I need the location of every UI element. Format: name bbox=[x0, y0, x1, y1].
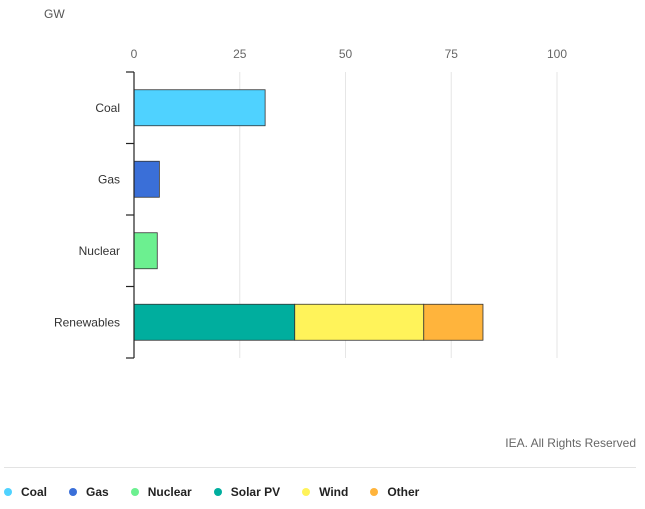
bars bbox=[133, 89, 484, 341]
bar-gas-gas[interactable] bbox=[133, 160, 160, 198]
legend-swatch-wind bbox=[302, 488, 311, 496]
bar-nuclear-nuclear[interactable] bbox=[133, 232, 158, 270]
legend-label-gas: Gas bbox=[86, 485, 109, 499]
legend-item-coal[interactable]: Coal bbox=[4, 485, 47, 499]
legend-swatch-other bbox=[370, 488, 379, 496]
x-tick-label-75: 75 bbox=[445, 47, 459, 61]
bar-renewables-solar-pv[interactable] bbox=[133, 303, 296, 341]
legend-item-wind[interactable]: Wind bbox=[302, 485, 348, 499]
legend: Coal Gas Nuclear Solar PV Wind Other bbox=[4, 485, 441, 499]
legend-swatch-nuclear bbox=[130, 488, 139, 496]
category-label-renewables: Renewables bbox=[54, 315, 120, 329]
legend-item-other[interactable]: Other bbox=[370, 485, 419, 499]
legend-label-solar-pv: Solar PV bbox=[230, 485, 281, 499]
unit-label: GW bbox=[44, 7, 65, 21]
category-axis: Coal Gas Nuclear Renewables bbox=[54, 71, 135, 359]
credit-text: IEA. All Rights Reserved bbox=[505, 436, 636, 450]
x-tick-label-50: 50 bbox=[339, 47, 353, 61]
category-label-nuclear: Nuclear bbox=[79, 244, 120, 258]
bar-renewables-other[interactable] bbox=[423, 303, 484, 341]
legend-swatch-gas bbox=[69, 488, 78, 496]
x-tick-label-100: 100 bbox=[547, 47, 567, 61]
legend-item-solar-pv[interactable]: Solar PV bbox=[213, 485, 281, 499]
legend-item-gas[interactable]: Gas bbox=[69, 485, 109, 499]
bar-coal-coal[interactable] bbox=[133, 89, 266, 127]
category-label-gas: Gas bbox=[98, 172, 120, 186]
bar-renewables-wind[interactable] bbox=[294, 303, 425, 341]
legend-label-other: Other bbox=[387, 485, 420, 499]
x-tick-labels: 0 25 50 75 100 bbox=[131, 47, 568, 61]
legend-item-nuclear[interactable]: Nuclear bbox=[130, 485, 192, 499]
legend-label-nuclear: Nuclear bbox=[147, 485, 192, 499]
legend-label-coal: Coal bbox=[21, 485, 48, 499]
x-tick-label-25: 25 bbox=[233, 47, 247, 61]
category-label-coal: Coal bbox=[95, 101, 120, 115]
legend-label-wind: Wind bbox=[319, 485, 349, 499]
legend-swatch-coal bbox=[4, 488, 12, 496]
legend-swatch-solar-pv bbox=[213, 488, 222, 496]
bar-chart: 0 25 50 75 100 Coal Gas Nuclear Renewables bbox=[54, 47, 568, 359]
x-tick-label-0: 0 bbox=[131, 47, 138, 61]
legend-divider bbox=[4, 467, 636, 468]
